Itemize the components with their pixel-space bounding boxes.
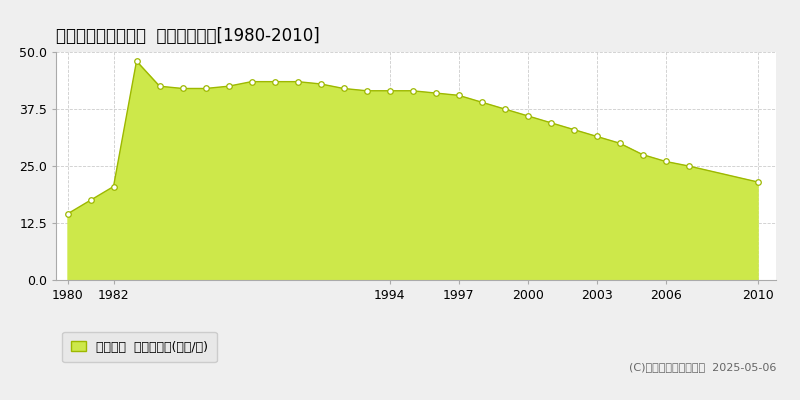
Point [544,120,557,126]
Text: 生駒郡斑鳩町龍田北  公示地価推移[1980-2010]: 生駒郡斑鳩町龍田北 公示地価推移[1980-2010] [56,27,320,45]
Point [682,163,695,169]
Point [452,92,465,98]
Point [521,113,534,119]
Point [199,85,212,92]
Point [84,197,97,204]
Point [659,158,672,165]
Point [245,78,258,85]
Point [613,140,626,146]
Point [130,58,143,64]
Point [268,78,281,85]
Point [406,88,419,94]
Point [475,99,488,105]
Point [291,78,304,85]
Point [429,90,442,96]
Point [107,183,120,190]
Point [61,211,74,217]
Point [222,83,235,90]
Point [498,106,511,112]
Point [590,133,603,140]
Point [567,126,580,133]
Point [360,88,373,94]
Point [337,85,350,92]
Legend: 公示地価  平均坊単価(万円/坊): 公示地価 平均坊単価(万円/坊) [62,332,217,362]
Point [153,83,166,90]
Point [383,88,396,94]
Text: (C)土地価格ドットコム  2025-05-06: (C)土地価格ドットコム 2025-05-06 [629,362,776,372]
Point [636,152,649,158]
Point [751,179,764,185]
Point [176,85,189,92]
Point [314,81,327,87]
